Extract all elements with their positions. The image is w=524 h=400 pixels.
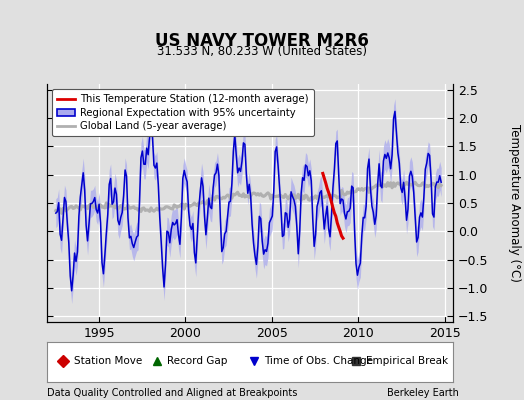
Text: Empirical Break: Empirical Break — [366, 356, 448, 366]
Text: Berkeley Earth: Berkeley Earth — [387, 388, 458, 398]
Text: Data Quality Controlled and Aligned at Breakpoints: Data Quality Controlled and Aligned at B… — [47, 388, 298, 398]
Text: Record Gap: Record Gap — [167, 356, 227, 366]
Text: Time of Obs. Change: Time of Obs. Change — [265, 356, 374, 366]
Legend: This Temperature Station (12-month average), Regional Expectation with 95% uncer: This Temperature Station (12-month avera… — [52, 89, 314, 136]
Text: US NAVY TOWER M2R6: US NAVY TOWER M2R6 — [155, 32, 369, 50]
Y-axis label: Temperature Anomaly (°C): Temperature Anomaly (°C) — [508, 124, 521, 282]
Text: 31.533 N, 80.233 W (United States): 31.533 N, 80.233 W (United States) — [157, 45, 367, 58]
Text: Station Move: Station Move — [73, 356, 142, 366]
